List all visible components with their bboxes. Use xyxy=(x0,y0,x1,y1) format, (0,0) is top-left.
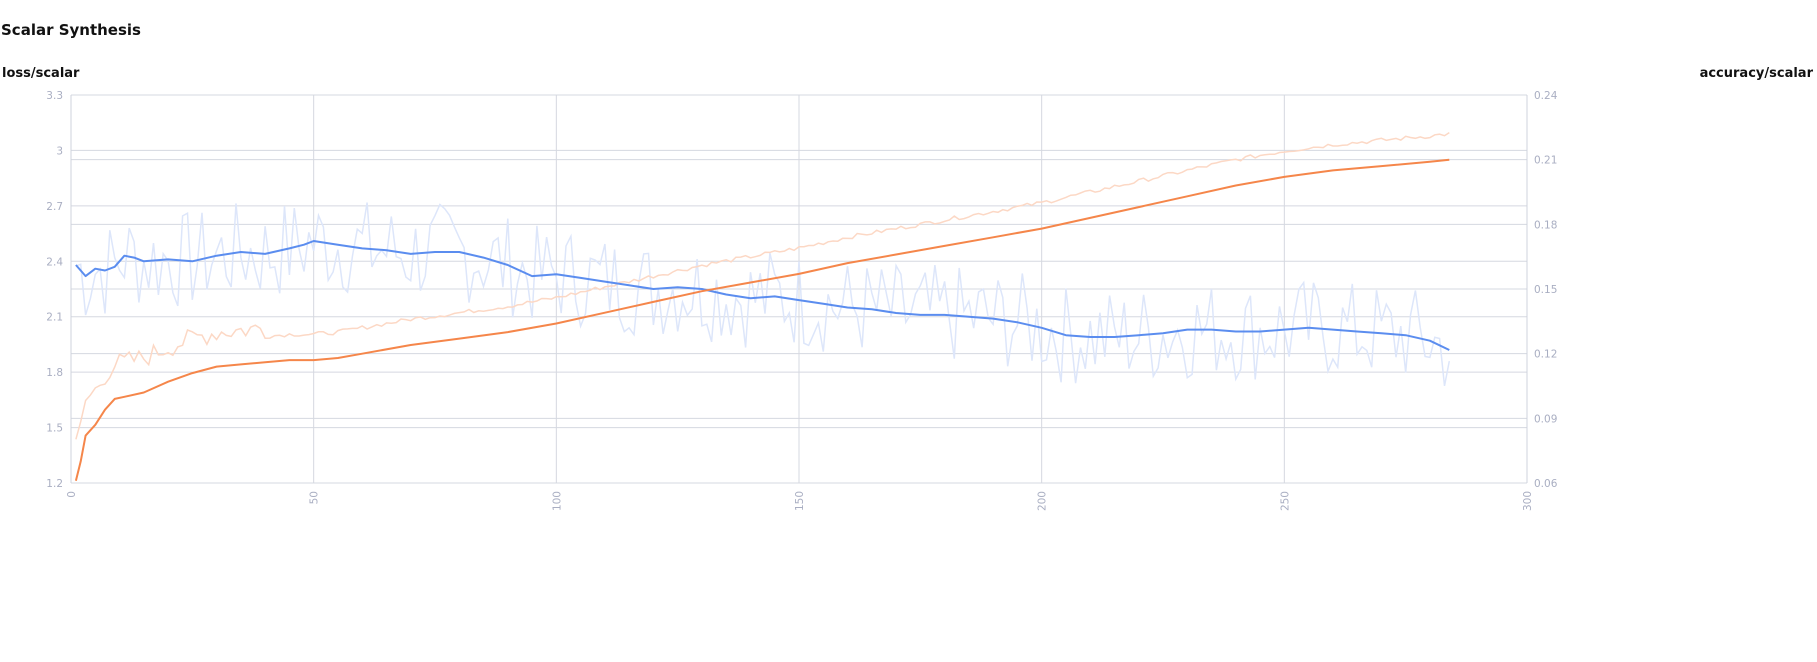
accuracy-smoothed-line xyxy=(74,158,1450,482)
accuracy-raw-line xyxy=(75,131,1450,440)
x-tick-label: 150 xyxy=(794,491,806,511)
x-tick-label: 100 xyxy=(551,491,563,511)
smoothed-series xyxy=(74,158,1450,482)
loss-smoothed-line xyxy=(75,240,1450,351)
x-tick-labels: 0 50 100 150 200 250 300 xyxy=(66,491,1534,511)
x-tick-label: 0 xyxy=(66,491,78,498)
right-tick-label: 0.12 xyxy=(1534,349,1557,361)
right-tick-label: 0.24 xyxy=(1534,90,1558,102)
right-tick-label: 0.21 xyxy=(1534,155,1557,167)
x-tick-label: 50 xyxy=(309,491,321,504)
plot-frame xyxy=(70,95,1528,483)
right-tick-label: 0.15 xyxy=(1534,284,1557,296)
left-tick-label: 1.8 xyxy=(46,367,63,379)
right-tick-labels: 0.06 0.09 0.12 0.15 0.18 0.21 0.24 xyxy=(1534,90,1558,490)
left-axis-label: loss/scalar xyxy=(2,66,80,81)
chart-title: Scalar Synthesis xyxy=(1,21,141,39)
left-tick-label: 1.5 xyxy=(46,423,63,435)
left-tick-label: 3 xyxy=(56,145,63,157)
left-tick-label: 3.3 xyxy=(46,90,63,102)
right-tick-label: 0.18 xyxy=(1534,219,1557,231)
left-tick-labels: 1.2 1.5 1.8 2.1 2.4 2.7 3 3.3 xyxy=(46,90,63,490)
left-tick-label: 2.1 xyxy=(46,312,63,324)
x-tick-label: 200 xyxy=(1037,491,1049,511)
left-tick-label: 2.4 xyxy=(46,256,63,268)
x-tick-label: 250 xyxy=(1279,491,1291,511)
left-tick-label: 1.2 xyxy=(46,478,63,490)
x-tick-label: 300 xyxy=(1522,491,1534,511)
right-tick-label: 0.09 xyxy=(1534,413,1557,425)
right-tick-label: 0.06 xyxy=(1534,478,1558,490)
right-axis-label: accuracy/scalar xyxy=(1699,66,1813,81)
loss-raw-line xyxy=(75,202,1451,387)
left-tick-label: 2.7 xyxy=(46,201,63,213)
raw-series xyxy=(75,131,1451,440)
